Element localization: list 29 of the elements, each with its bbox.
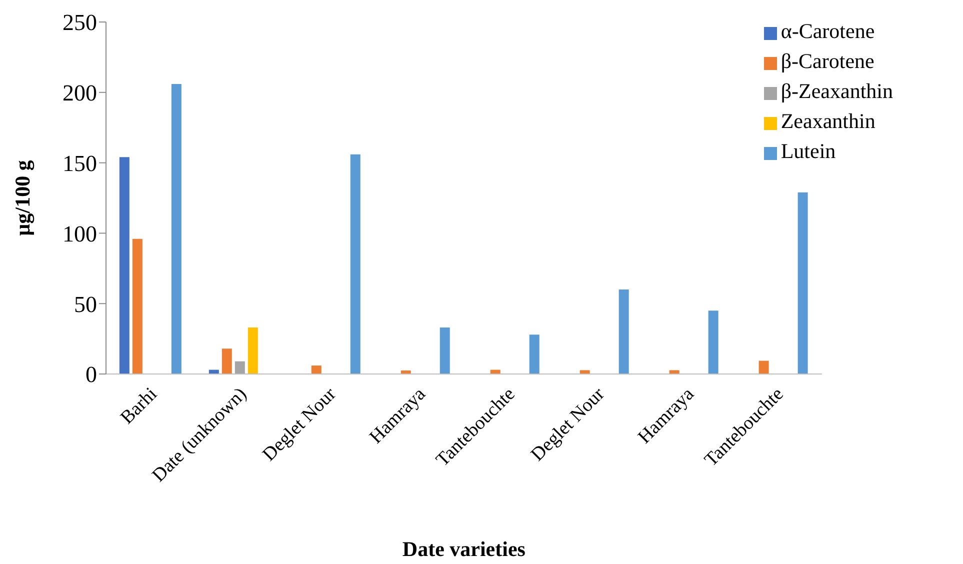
y-tick-label: 200 (62, 80, 97, 106)
y-tick-label: 100 (62, 221, 97, 246)
bar (248, 328, 258, 374)
y-tick-label: 0 (86, 362, 97, 388)
y-axis-title: µg/100 g (10, 160, 34, 236)
y-tick-label: 250 (62, 10, 97, 36)
bar (222, 348, 232, 374)
bar (132, 238, 142, 374)
bar (758, 360, 769, 374)
legend-label: α-Carotene (780, 19, 875, 43)
bar (119, 157, 130, 374)
bar (618, 290, 629, 374)
bar (350, 154, 360, 374)
bar (234, 361, 245, 374)
bar (669, 370, 680, 374)
bar (171, 84, 182, 374)
legend-label: Zeaxanthin (780, 109, 876, 133)
legend-label: Lutein (780, 139, 836, 163)
bar (580, 370, 590, 374)
bar (708, 310, 718, 374)
y-tick-label: 150 (62, 150, 97, 176)
x-axis-title: Date varieties (402, 537, 526, 561)
bar (529, 334, 540, 374)
legend-label: β-Zeaxanthin (780, 79, 893, 103)
bar (311, 366, 322, 374)
legend-label: β-Carotene (780, 49, 874, 73)
bar (798, 192, 808, 374)
bar (440, 328, 450, 374)
y-tick-label: 50 (74, 292, 97, 317)
